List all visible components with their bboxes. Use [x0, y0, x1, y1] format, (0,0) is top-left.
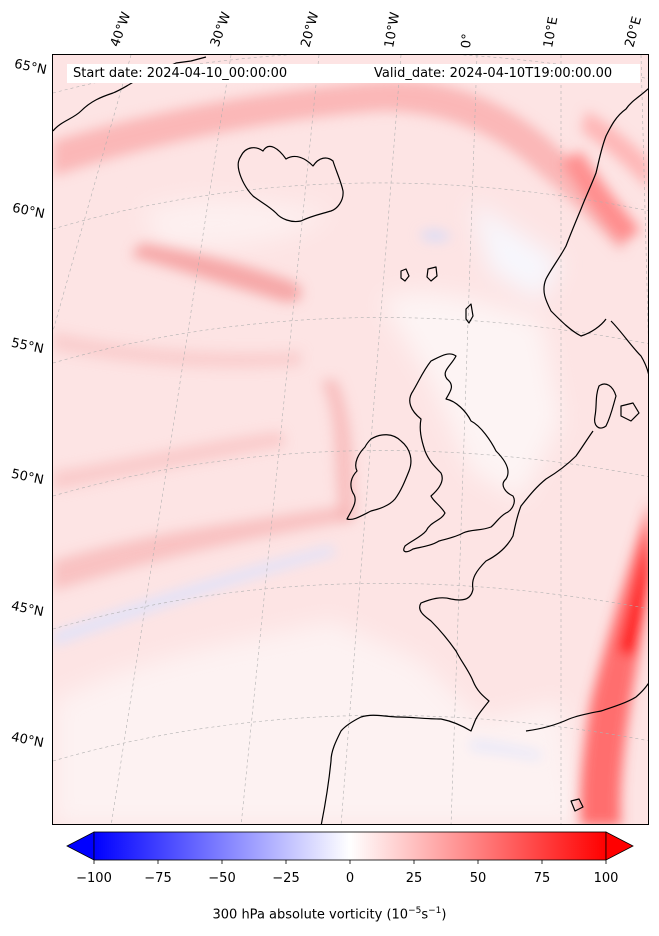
vorticity-high-bands	[53, 80, 631, 591]
colorbar-tick-label: −75	[144, 871, 172, 886]
colorbar-tick-label: 25	[405, 871, 423, 886]
colorbar-extend-max	[605, 831, 634, 861]
vorticity-negative-strip	[53, 230, 541, 759]
colorbar-label: 300 hPa absolute vorticity (10−5s−1)	[212, 906, 447, 923]
colorbar-tick-label: 100	[593, 871, 619, 886]
colorbar-tick-label: −25	[272, 871, 300, 886]
colorbar-tick-label: 0	[345, 871, 355, 886]
coast-ireland	[346, 434, 412, 521]
vorticity-low-regions	[53, 199, 581, 824]
coast-great-britain	[403, 353, 515, 553]
colorbar-tick-label: −100	[76, 871, 112, 886]
vorticity-jet-east	[561, 111, 648, 824]
coast-mediterranean	[525, 683, 648, 732]
coast-faroes	[400, 268, 410, 282]
coast-denmark	[594, 383, 617, 429]
start-date-label: Start date: 2024-04-10_00:00:00	[67, 64, 377, 83]
colorbar-tick-marks	[93, 860, 607, 864]
valid-date-label: Valid_date: 2024-04-10T19:00:00.00	[368, 64, 640, 83]
coast-iceland	[237, 145, 344, 223]
vorticity-map	[53, 55, 648, 824]
graticule	[53, 55, 648, 824]
colorbar	[66, 831, 634, 864]
colorbar-tick-label: 50	[469, 871, 487, 886]
map-panel	[52, 54, 649, 825]
coast-sweden	[610, 320, 648, 375]
coast-continent	[320, 430, 594, 824]
colorbar-tick-label: −50	[208, 871, 236, 886]
colorbar-extend-min	[66, 831, 95, 861]
colorbar-tick-label: 75	[533, 871, 551, 886]
colorbar-gradient	[93, 831, 607, 861]
coast-norway	[543, 88, 648, 337]
